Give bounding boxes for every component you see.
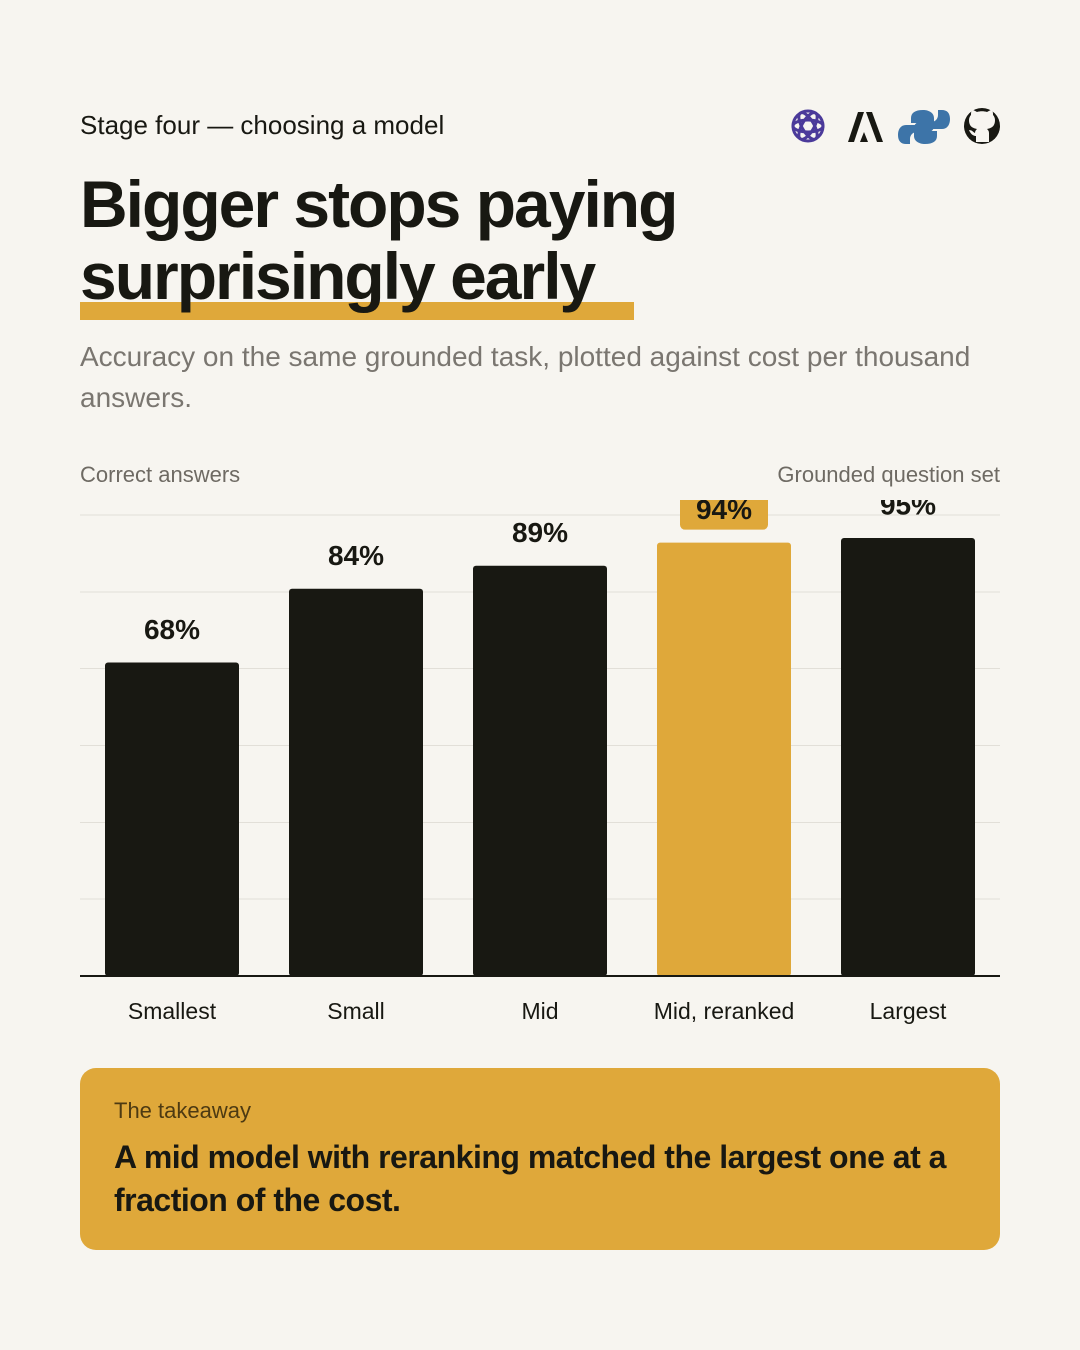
value-label: 89% [512, 517, 568, 548]
title-line: surprisingly early [80, 239, 596, 313]
takeaway-text: A mid model with reranking matched the l… [114, 1139, 946, 1218]
dataset-label: Grounded question set [777, 462, 1000, 487]
title-highlight [80, 302, 634, 320]
github-icon [964, 108, 1000, 144]
chart: 68% Smallest 84% Small 89% Mid 94% Mid, reranke… [80, 500, 1000, 1024]
x-tick-label: Largest [870, 998, 947, 1024]
bar [289, 588, 423, 976]
y-axis-label: Correct answers [80, 462, 241, 487]
x-tick-label: Smallest [128, 998, 217, 1024]
x-tick-label: Mid [521, 998, 558, 1024]
value-label: 95% [880, 500, 936, 520]
python-icon [898, 110, 950, 144]
openai-icon [791, 109, 825, 143]
bar [105, 662, 239, 976]
title: Bigger stops paying [80, 167, 678, 241]
subtitle: Accuracy on the same grounded task, plot… [80, 341, 971, 413]
logo-icons [791, 108, 1000, 144]
value-label: 68% [144, 614, 200, 645]
value-label: 84% [328, 540, 384, 571]
value-label: 94% [696, 500, 752, 525]
x-tick-label: Small [327, 998, 385, 1024]
takeaway-box: The takeaway A mid model with reranking … [80, 1068, 1000, 1250]
eyebrow: Stage four — choosing a model [80, 110, 445, 140]
x-tick-label: Mid, reranked [654, 998, 795, 1024]
bar [657, 542, 791, 976]
takeaway-label: The takeaway [114, 1098, 251, 1123]
value-label-background [680, 500, 768, 530]
bar [841, 538, 975, 976]
anthropic-icon [848, 112, 883, 142]
title-line: Bigger stops paying [80, 167, 678, 241]
bar [473, 565, 607, 976]
